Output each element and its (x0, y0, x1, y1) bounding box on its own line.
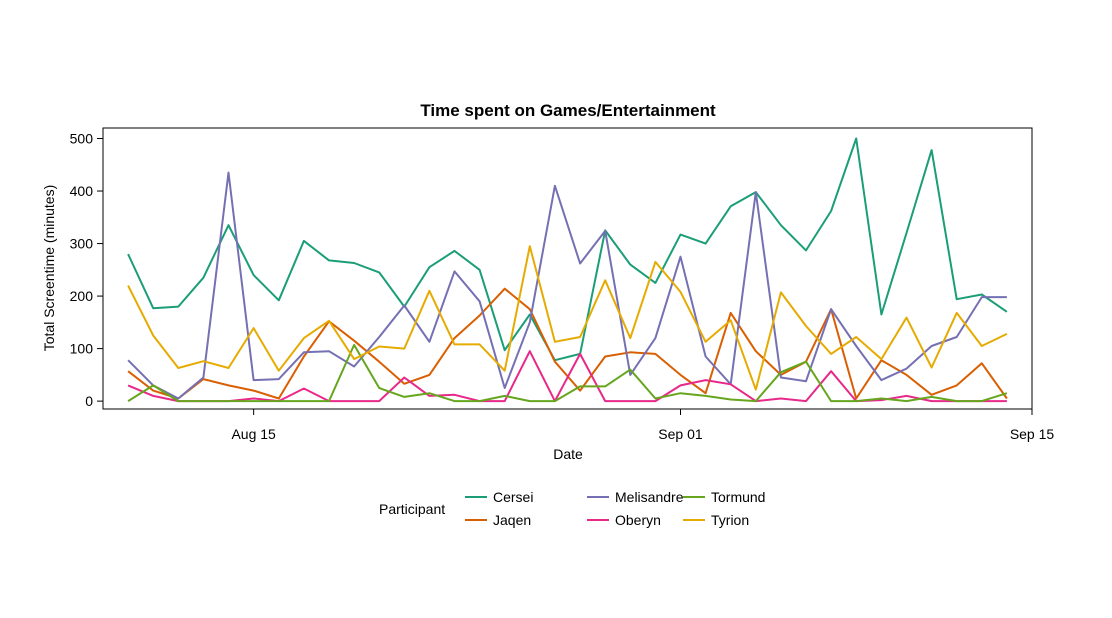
legend-label-jaqen: Jaqen (493, 512, 531, 528)
y-tick-label: 400 (70, 183, 94, 199)
series-line-tyrion (127, 245, 1008, 391)
x-axis-label: Date (553, 446, 583, 462)
y-tick-label: 300 (70, 236, 94, 252)
series-line-cersei (127, 137, 1008, 362)
series-line-melisandre (127, 171, 1007, 400)
legend-label-cersei: Cersei (493, 489, 533, 505)
y-tick-label: 0 (85, 393, 93, 409)
y-axis: 0 100 200 300 400 500 (70, 131, 103, 409)
chart-title: Time spent on Games/Entertainment (420, 101, 716, 120)
legend-label-tyrion: Tyrion (711, 512, 749, 528)
series-line-jaqen (127, 287, 1008, 400)
x-axis: Aug 15 Sep 01 Sep 15 (231, 409, 1054, 442)
series-lines (127, 137, 1008, 403)
y-tick-label: 200 (70, 288, 94, 304)
legend: Participant Cersei Jaqen Melisandre Oberyn T… (379, 489, 765, 528)
x-tick-label: Sep 01 (658, 426, 703, 442)
y-tick-label: 100 (70, 341, 94, 357)
legend-label-melisandre: Melisandre (615, 489, 684, 505)
plot-frame (102, 127, 1033, 410)
legend-label-tormund: Tormund (711, 489, 765, 505)
x-tick-label: Aug 15 (231, 426, 276, 442)
x-tick-label: Sep 15 (1010, 426, 1055, 442)
y-axis-label: Total Screentime (minutes) (41, 185, 57, 352)
legend-title: Participant (379, 501, 445, 517)
series-line-tormund (127, 343, 1008, 403)
legend-label-oberyn: Oberyn (615, 512, 661, 528)
y-tick-label: 500 (70, 131, 94, 147)
